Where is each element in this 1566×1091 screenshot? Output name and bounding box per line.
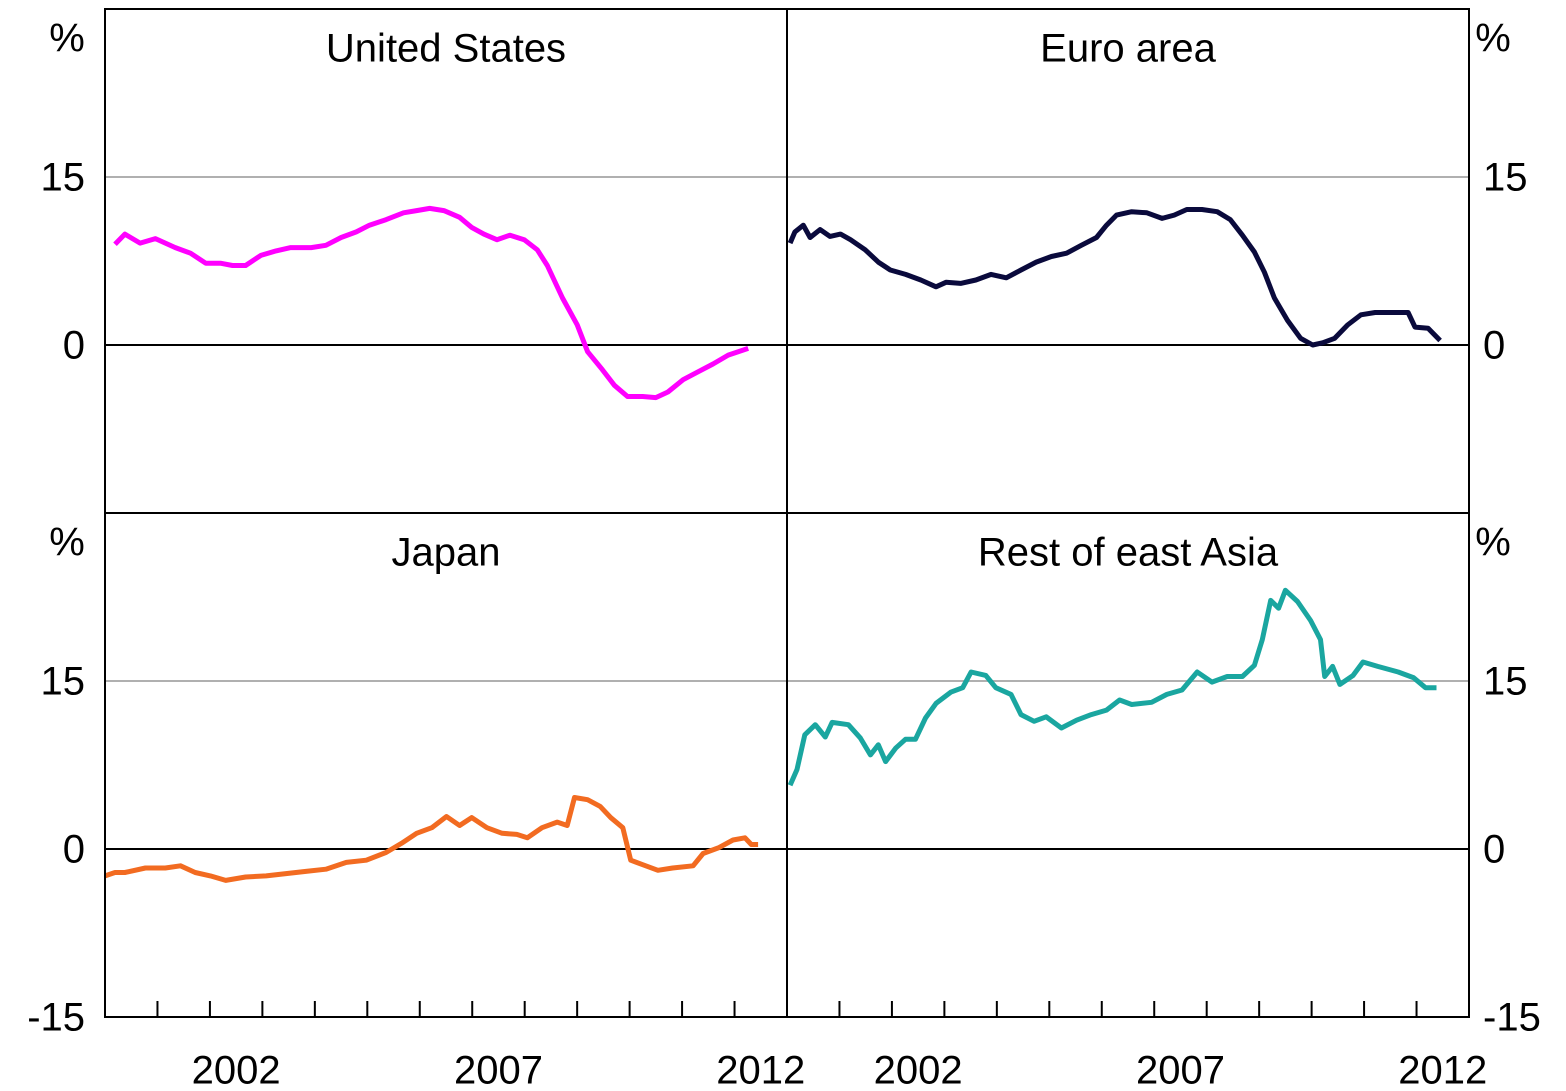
y-tick-label: 15 (1483, 156, 1528, 200)
y-tick-label: 0 (1483, 828, 1505, 872)
x-tick-label: 2012 (716, 1049, 805, 1091)
y-tick-label: -15 (27, 996, 85, 1040)
y-tick-label: -15 (1483, 996, 1541, 1040)
y-tick-label: 15 (1483, 660, 1528, 704)
panel-title: Japan (392, 531, 501, 575)
x-tick-label: 2007 (454, 1049, 543, 1091)
y-tick-label: 0 (63, 828, 85, 872)
y-unit: % (1475, 521, 1511, 565)
series-line (787, 207, 1442, 348)
x-tick-label: 2007 (1136, 1049, 1225, 1091)
panel-frame (786, 512, 1470, 1018)
x-tick-label: 2012 (1398, 1049, 1487, 1091)
y-tick-label: 15 (41, 660, 86, 704)
x-tick-label: 2002 (874, 1049, 963, 1091)
panel-title: Euro area (1040, 27, 1216, 71)
y-tick-label: 0 (63, 324, 85, 368)
y-tick-label: 0 (1483, 324, 1505, 368)
panel-title: United States (326, 27, 566, 71)
panel-frame (786, 8, 1470, 514)
y-tick-label: 15 (41, 156, 86, 200)
panel-frame (104, 512, 788, 1018)
y-unit: % (1475, 17, 1511, 61)
series-line (104, 795, 759, 883)
series-line (787, 587, 1437, 787)
panel-title: Rest of east Asia (978, 531, 1279, 575)
y-unit: % (49, 521, 85, 565)
y-unit: % (49, 17, 85, 61)
x-tick-label: 2002 (192, 1049, 281, 1091)
series-line (113, 205, 749, 401)
